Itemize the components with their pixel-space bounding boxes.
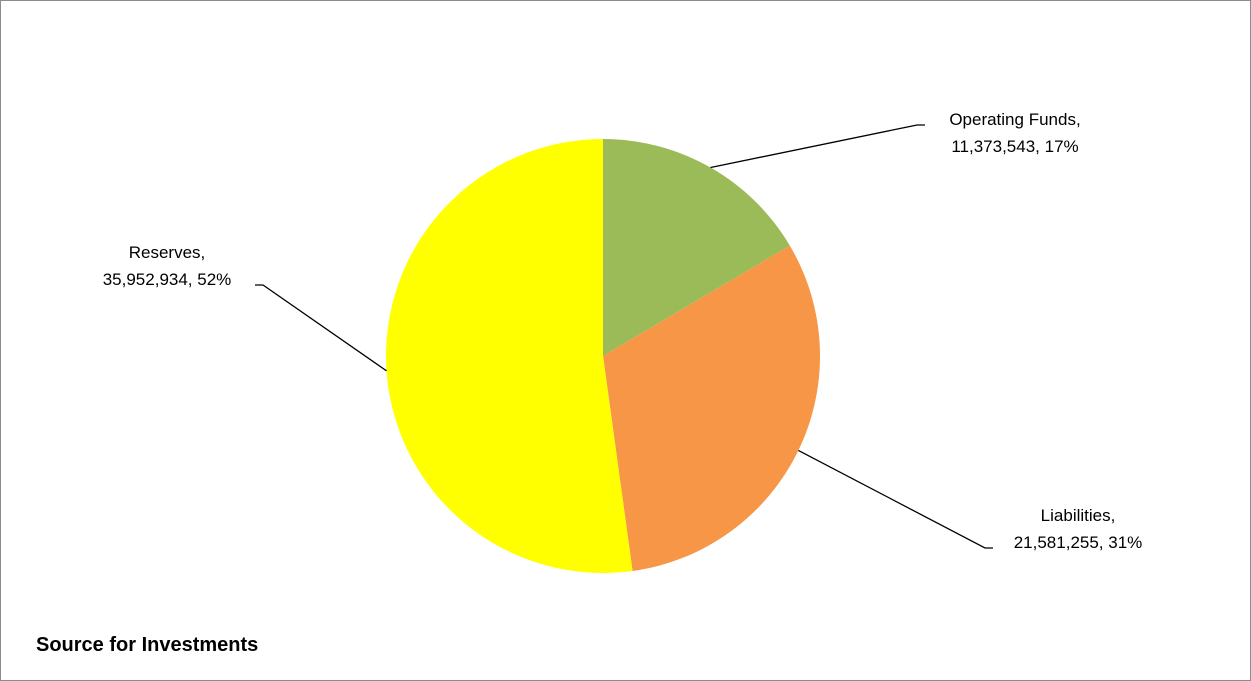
pie-slice-operating-funds [603,139,790,356]
leader-line-liabilities [798,449,993,549]
pie-slices [385,139,820,573]
data-label-operating-funds: Operating Funds, 11,373,543, 17% [949,110,1080,156]
leader-line-operating-funds [710,124,925,169]
data-label-reserves: Reserves, 35,952,934, 52% [103,243,232,289]
data-label-liabilities: Liabilities, 21,581,255, 31% [1014,506,1143,552]
pie-slice-liabilities [603,245,820,571]
leader-line-reserves [255,284,387,372]
data-labels: Operating Funds, 11,373,543, 17% Liabiliti… [103,110,1143,552]
pie-slice-reserves [385,139,633,573]
leader-lines [255,124,993,549]
chart-title: Source for Investments [36,634,259,656]
